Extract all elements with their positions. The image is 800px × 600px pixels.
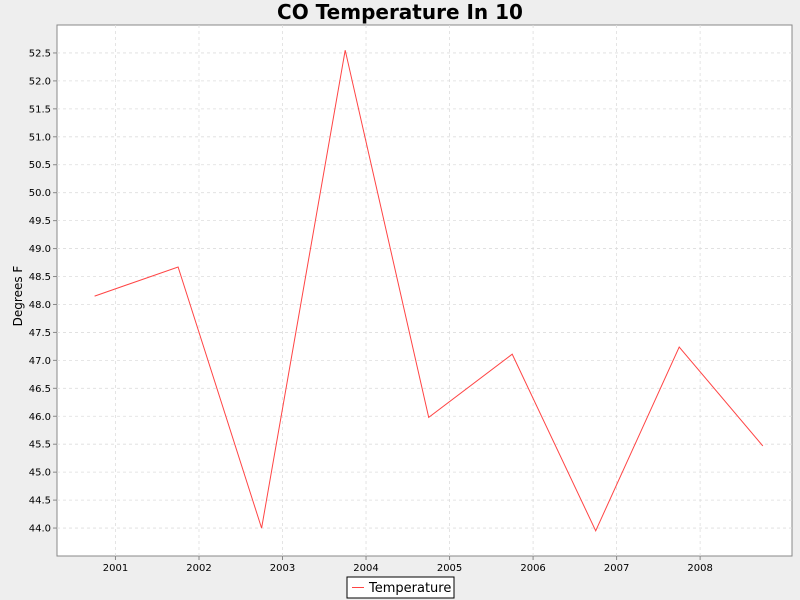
x-tick-label: 2006 (520, 563, 545, 574)
x-tick-label: 2007 (604, 563, 629, 574)
data-point (93, 294, 97, 298)
y-tick-label: 48.0 (29, 300, 51, 311)
x-tick-label: 2008 (687, 563, 712, 574)
y-tick-label: 48.5 (29, 272, 51, 283)
y-tick-label: 45.5 (29, 440, 51, 451)
y-tick-label: 46.0 (29, 412, 51, 423)
y-tick-label: 51.5 (29, 104, 51, 115)
y-tick-label: 51.0 (29, 132, 51, 143)
y-tick-label: 49.5 (29, 216, 51, 227)
grid-lines (57, 25, 792, 556)
data-point (343, 48, 347, 52)
y-tick-label: 44.5 (29, 496, 51, 507)
data-point (427, 415, 431, 419)
data-point (761, 444, 765, 448)
chart-title: CO Temperature In 10 (277, 0, 523, 24)
data-point (510, 352, 514, 356)
y-tick-label: 46.5 (29, 384, 51, 395)
y-tick-label: 49.0 (29, 244, 51, 255)
y-tick-label: 50.5 (29, 160, 51, 171)
data-point (677, 345, 681, 349)
series-line-temperature (94, 50, 764, 532)
x-tick-label: 2004 (353, 563, 378, 574)
y-axis: 44.0 44.5 45.0 45.5 46.0 46.5 47.0 47.5 48.0 48.5… (29, 48, 57, 535)
y-tick-label: 50.0 (29, 188, 51, 199)
x-tick-label: 2005 (437, 563, 462, 574)
x-tick-label: 2002 (186, 563, 211, 574)
x-axis: 2001 2002 2003 2004 2005 2006 2007 2008 (103, 556, 713, 574)
data-point (594, 529, 598, 533)
y-tick-label: 44.0 (29, 524, 51, 535)
y-axis-label: Degrees F (11, 266, 25, 327)
x-tick-label: 2001 (103, 563, 128, 574)
y-tick-label: 47.5 (29, 328, 51, 339)
legend-box (346, 576, 455, 599)
plot-area (56, 24, 793, 557)
y-tick-label: 45.0 (29, 468, 51, 479)
legend-label: Temperature (368, 581, 451, 596)
data-point (176, 265, 180, 269)
data-point (260, 526, 264, 530)
legend: Temperature (346, 576, 455, 599)
y-tick-label: 52.5 (29, 48, 51, 59)
series-group (93, 48, 765, 533)
x-tick-label: 2003 (270, 563, 295, 574)
y-tick-label: 47.0 (29, 356, 51, 367)
y-tick-label: 52.0 (29, 76, 51, 87)
